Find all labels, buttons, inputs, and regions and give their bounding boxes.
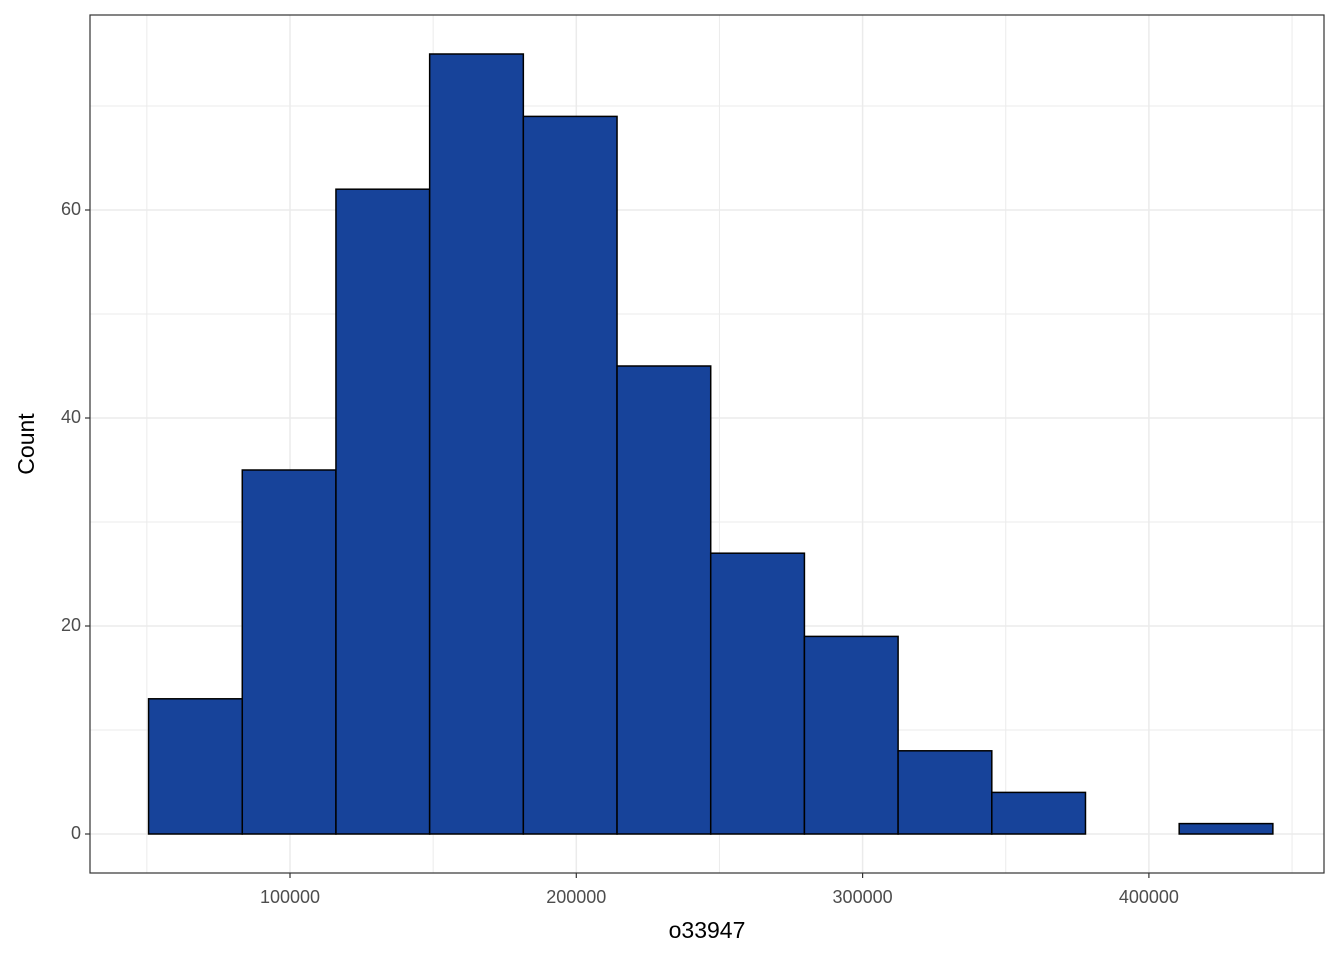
x-axis-title: o33947 xyxy=(669,917,746,943)
bar xyxy=(897,750,993,835)
bar xyxy=(803,635,899,835)
bar xyxy=(991,791,1087,835)
y-tick-label: 60 xyxy=(61,199,81,219)
x-tick-label: 200000 xyxy=(546,887,606,907)
y-tick-label: 0 xyxy=(71,823,81,843)
bar xyxy=(335,188,431,835)
bar xyxy=(241,469,337,835)
x-tick-label: 100000 xyxy=(260,887,320,907)
y-axis-title: Count xyxy=(13,413,39,475)
bar xyxy=(428,53,525,835)
x-tick-label: 400000 xyxy=(1119,887,1179,907)
bar xyxy=(147,698,244,835)
y-tick-label: 20 xyxy=(61,615,81,635)
y-tick-label: 40 xyxy=(61,407,81,427)
bar xyxy=(1178,822,1274,835)
x-tick-label: 300000 xyxy=(833,887,893,907)
panel-border xyxy=(89,14,1325,874)
bar xyxy=(522,115,618,835)
bar xyxy=(709,552,806,835)
bar xyxy=(616,365,712,835)
